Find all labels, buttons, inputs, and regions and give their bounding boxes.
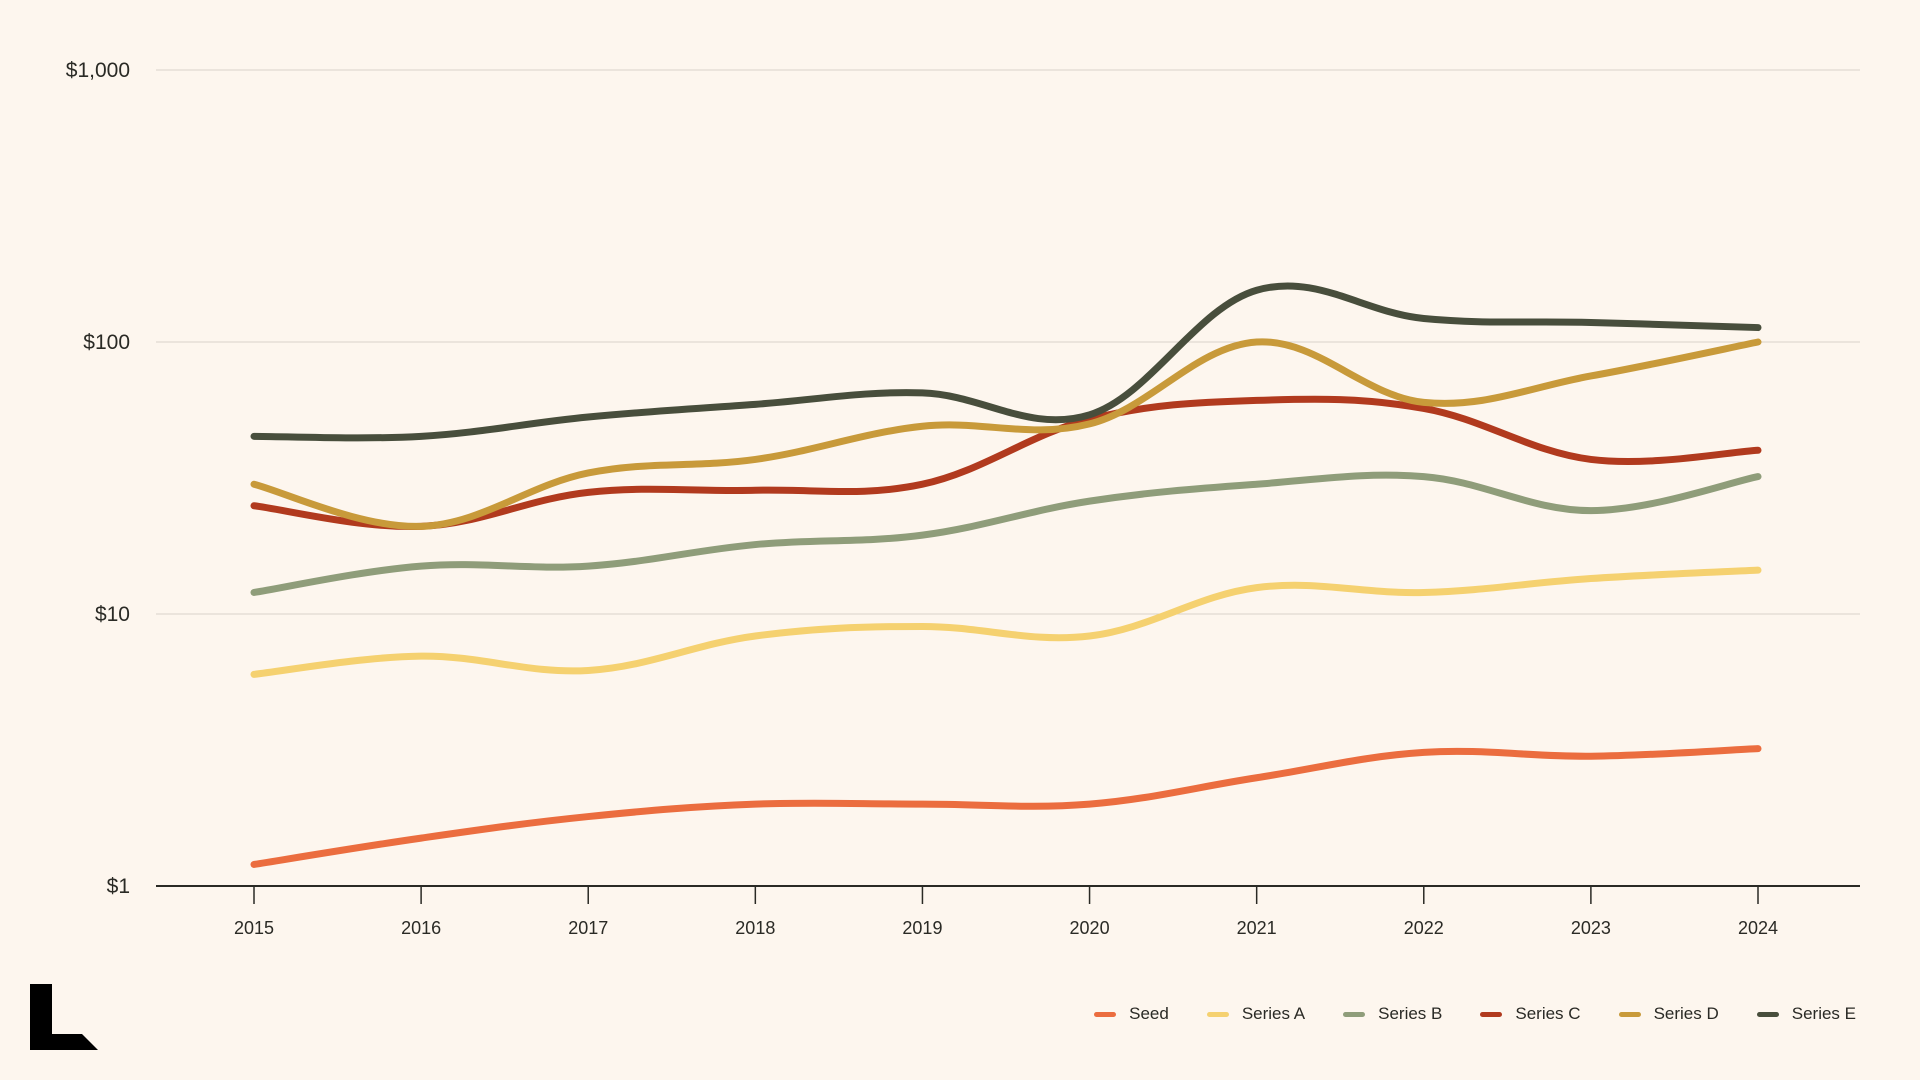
x-tick-label: 2019: [902, 918, 942, 938]
series-line-seed: [250, 745, 1762, 868]
legend-item: Series B: [1343, 1004, 1442, 1024]
y-tick-label: $1: [107, 875, 130, 898]
x-tick-label: 2015: [234, 918, 274, 938]
series-lines: [250, 282, 1762, 868]
x-tick-label: 2022: [1404, 918, 1444, 938]
legend-item: Series A: [1206, 1004, 1306, 1024]
series-line-series-e: [250, 282, 1762, 442]
x-tick-label: 2023: [1571, 918, 1611, 938]
legend-swatch: [1343, 1011, 1366, 1017]
y-tick-label: $1,000: [66, 59, 130, 82]
gridlines: [156, 69, 1860, 615]
legend-label: Series E: [1791, 1004, 1856, 1023]
series-line-series-a: [250, 566, 1762, 678]
y-tick-label: $100: [83, 331, 130, 354]
series-line-series-d: [250, 338, 1762, 530]
legend-item: Series C: [1480, 1004, 1581, 1024]
y-tick-label: $10: [95, 603, 130, 626]
legend-item: Series E: [1756, 1004, 1856, 1024]
x-tick-label: 2018: [735, 918, 775, 938]
legend-swatch: [1206, 1011, 1229, 1017]
legend-item: Seed: [1094, 1004, 1169, 1024]
legend-label: Series A: [1241, 1004, 1306, 1023]
x-axis-ticks: 2015 2016 2017 2018 2019 2020 2021 2022 2023 2024: [234, 886, 1778, 938]
x-tick-label: 2021: [1237, 918, 1277, 938]
legend-label: Seed: [1129, 1004, 1169, 1023]
brand-logo-icon: [30, 984, 98, 1050]
series-line-series-c: [250, 395, 1762, 531]
y-axis-ticks: $1 $10 $100 $1,000: [66, 59, 130, 898]
legend-swatch: [1094, 1011, 1117, 1017]
x-tick-label: 2016: [401, 918, 441, 938]
legend-swatch: [1756, 1011, 1779, 1017]
x-tick-label: 2017: [568, 918, 608, 938]
legend-label: Series B: [1378, 1004, 1443, 1023]
legend-item: Series D: [1618, 1004, 1719, 1024]
legend-swatch: [1480, 1011, 1503, 1017]
x-tick-label: 2024: [1738, 918, 1778, 938]
legend-label: Series D: [1653, 1004, 1719, 1023]
legend-label: Series C: [1515, 1004, 1581, 1023]
legend-swatch: [1618, 1011, 1641, 1017]
series-line-series-b: [250, 471, 1762, 596]
chart-legend: Seed Series A Series B Series C Series D Seri…: [1056, 1004, 1856, 1024]
x-tick-label: 2020: [1070, 918, 1110, 938]
